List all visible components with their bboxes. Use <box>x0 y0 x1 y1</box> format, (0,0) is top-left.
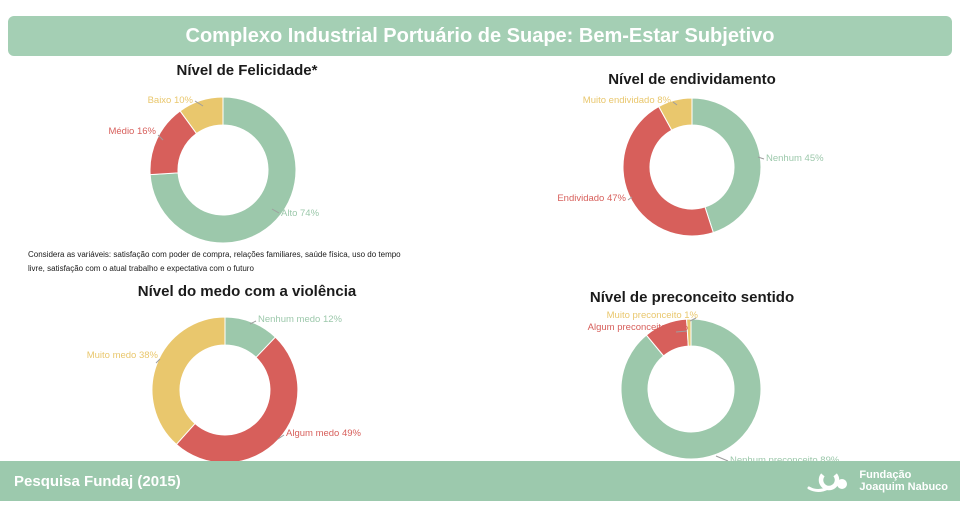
fundaj-logo-line-1: Fundação <box>859 469 912 481</box>
leader-line <box>715 455 729 462</box>
slice-label-endividado: Endividado 47% <box>557 193 626 204</box>
donut-chart-preconceito[interactable]: Muito preconceito 1% Algum preconceito 1… <box>588 310 840 466</box>
slice-label-medio: Médio 16% <box>108 126 156 137</box>
donut-slice[interactable] <box>691 97 762 234</box>
leader-line <box>672 101 678 106</box>
leader-line <box>675 330 688 333</box>
leader-line <box>757 156 765 160</box>
slice-label-algum-medo: Algum medo 49% <box>286 428 362 439</box>
donut-chart-felicidade[interactable]: Baixo 10% Médio 16% Alto 74% <box>108 95 320 244</box>
leader-line <box>249 320 257 325</box>
fundaj-logo: Fundação Joaquim Nabuco <box>805 461 948 501</box>
chart-title-medo-violencia: Nível do medo com a violência <box>137 283 357 300</box>
banner-title: Complexo Industrial Portuário de Suape: … <box>185 24 775 47</box>
fundaj-logo-text: Fundação Joaquim Nabuco <box>859 469 948 493</box>
donut-chart-endividamento[interactable]: Muito endividado 8% Nenhum 45% Endividad… <box>557 95 824 237</box>
leader-line <box>157 134 164 141</box>
donut-slice[interactable] <box>149 96 297 244</box>
chart-title-felicidade: Nível de Felicidade* <box>176 62 318 79</box>
slice-label-muito-medo: Muito medo 38% <box>87 350 159 361</box>
footnote-line-1: Considera as variáveis: satisfação com p… <box>28 250 401 259</box>
fundaj-logo-icon <box>807 469 848 492</box>
donut-preconceito[interactable] <box>620 318 762 460</box>
donut-felicidade[interactable] <box>149 96 297 244</box>
leader-line <box>194 100 204 107</box>
slice-label-alto: Alto 74% <box>281 208 320 219</box>
donut-slice[interactable] <box>658 97 693 131</box>
slice-label-muito-preconceito: Muito preconceito 1% <box>607 310 699 321</box>
footnote: Considera as variáveis: satisfação com p… <box>28 248 401 276</box>
slice-label-baixo: Baixo 10% <box>148 95 194 106</box>
banner: Complexo Industrial Portuário de Suape: … <box>8 16 952 56</box>
donut-slice[interactable] <box>622 105 714 237</box>
footnote-line-2: livre, satisfação com o atual trabalho e… <box>28 264 254 273</box>
chart-title-preconceito: Nível de preconceito sentido <box>589 289 795 306</box>
slice-label-muito-endividado: Muito endividado 8% <box>583 95 672 106</box>
chart-title-endividamento: Nível de endividamento <box>608 71 776 88</box>
donut-chart-medo[interactable]: Nenhum medo 12% Muito medo 38% Algum med… <box>87 314 362 464</box>
slice-label-nenhum-medo: Nenhum medo 12% <box>258 314 343 325</box>
leader-line <box>689 317 697 322</box>
donut-slice[interactable] <box>620 318 762 460</box>
leader-line <box>271 208 280 214</box>
footer-bar: Pesquisa Fundaj (2015) Fundação Joaquim … <box>0 461 960 501</box>
fundaj-logo-line-2: Joaquim Nabuco <box>859 481 948 493</box>
slice-label-nenhum-preconceito: Nenhum preconceito 89% <box>730 455 840 466</box>
donut-slice[interactable] <box>175 336 299 464</box>
leader-line <box>155 358 161 364</box>
donut-endividamento[interactable] <box>622 97 762 237</box>
slice-label-nenhum: Nenhum 45% <box>766 153 824 164</box>
donut-slice[interactable] <box>686 318 692 347</box>
donut-slice[interactable] <box>179 96 224 135</box>
donut-medo[interactable] <box>151 316 299 464</box>
leader-line <box>277 434 285 440</box>
donut-slice[interactable] <box>151 316 226 446</box>
slice-label-algum-preconceito: Algum preconceito 10% <box>588 322 689 333</box>
leader-line <box>627 196 633 201</box>
source-text: Pesquisa Fundaj (2015) <box>14 472 181 490</box>
